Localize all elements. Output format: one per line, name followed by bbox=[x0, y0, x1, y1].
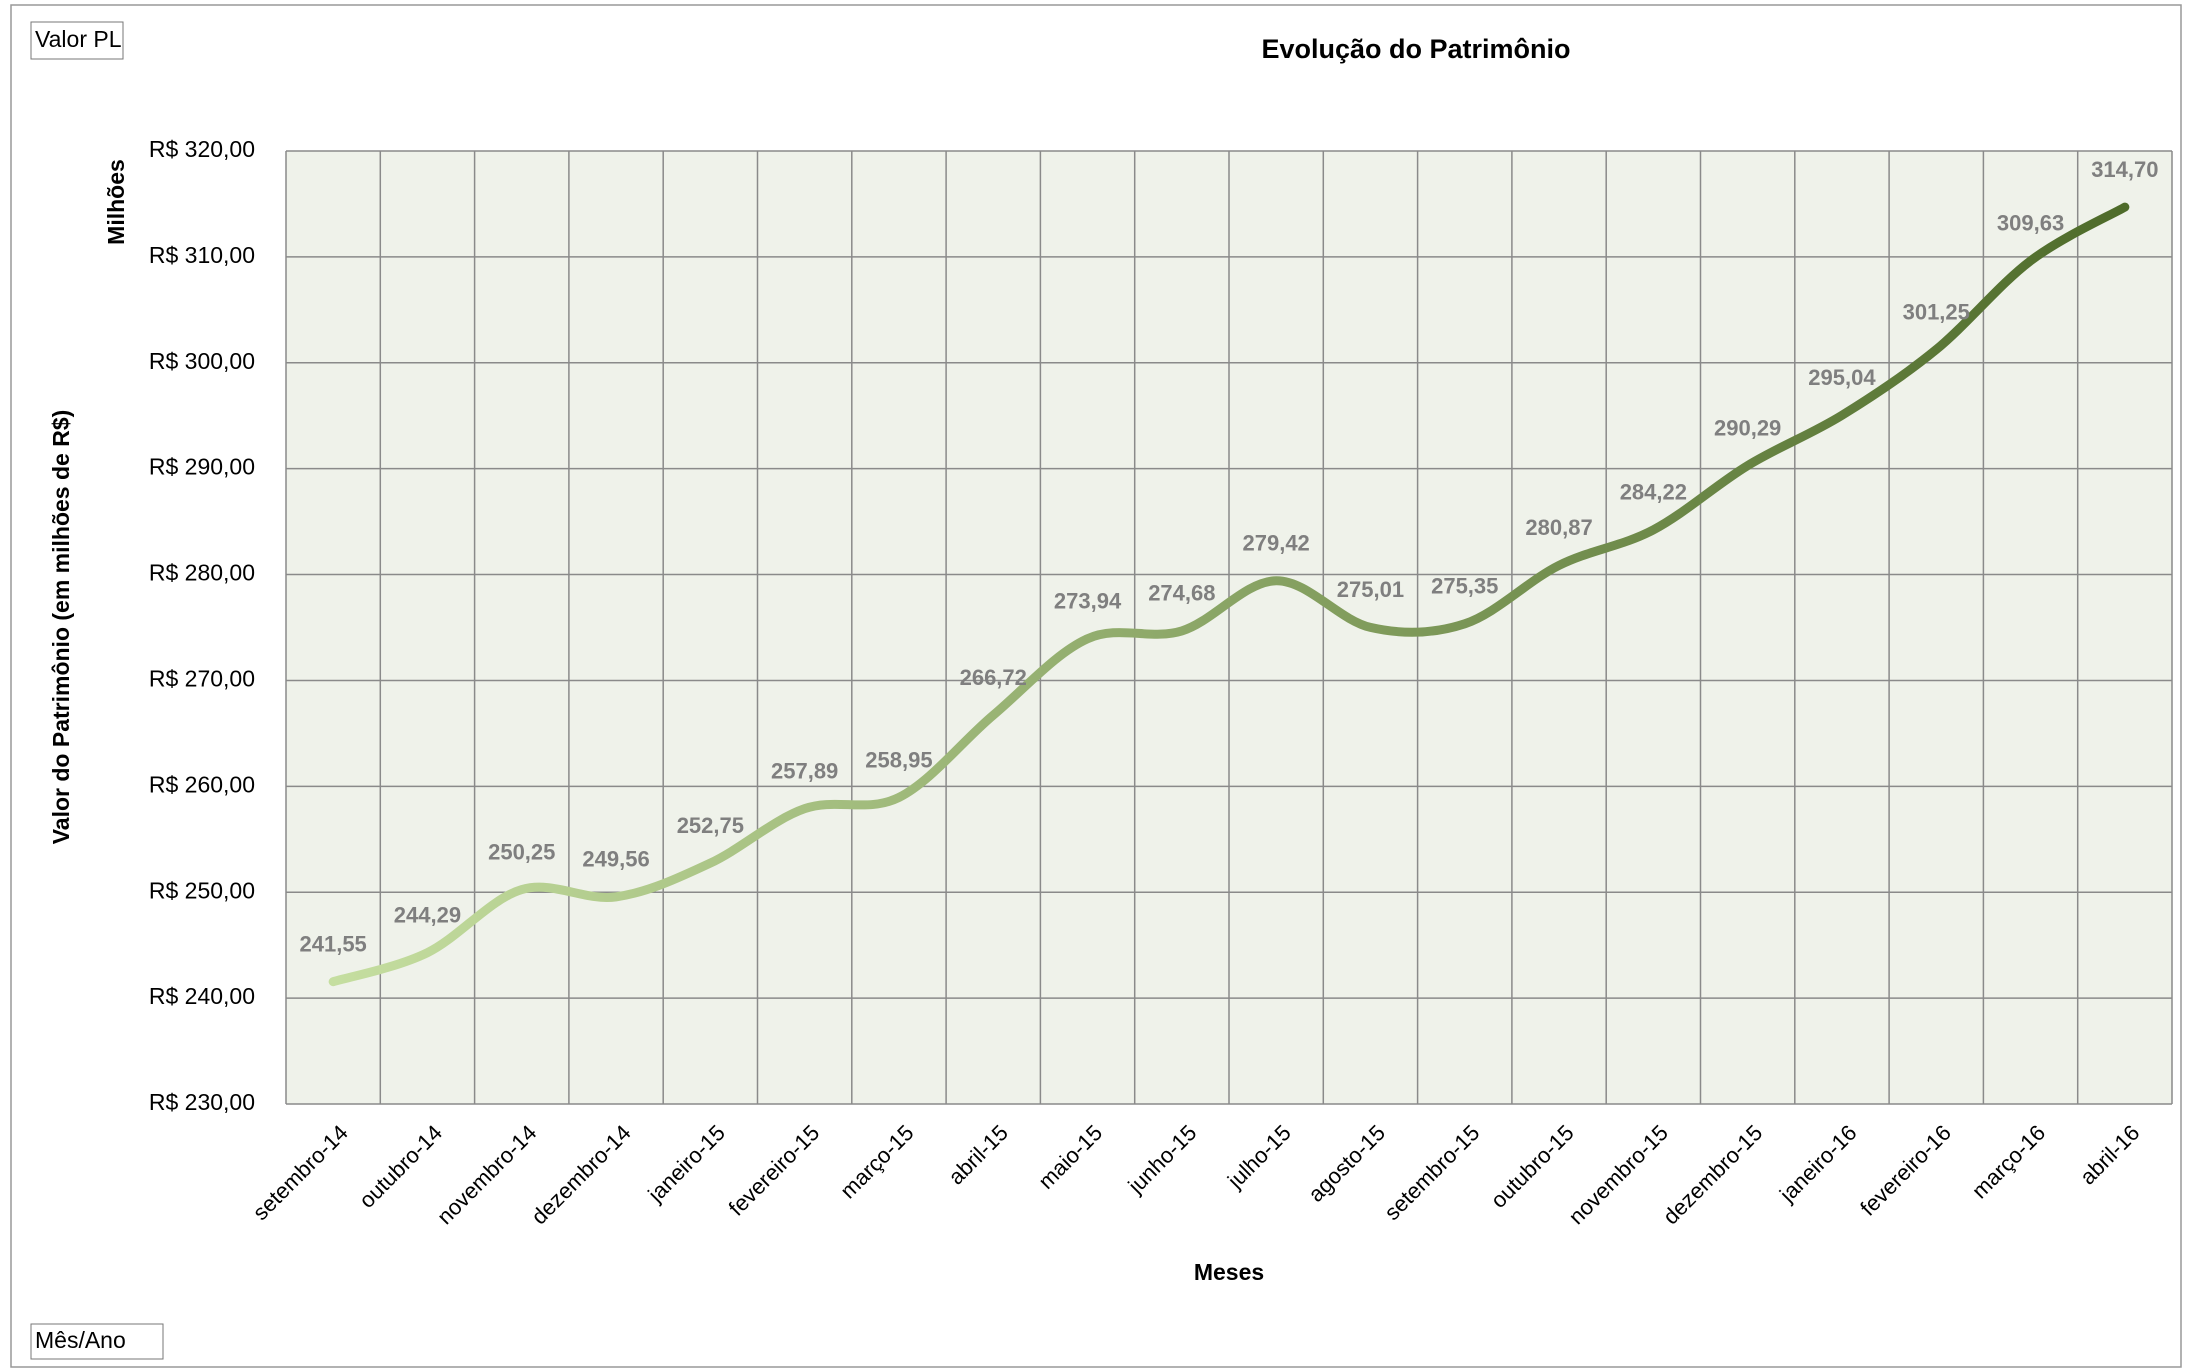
field-box bbox=[30, 21, 124, 60]
data-label: 280,87 bbox=[1525, 515, 1592, 540]
x-tick-label: junho-15 bbox=[1123, 1120, 1202, 1199]
field-label: Mês/Ano bbox=[35, 1327, 126, 1353]
x-tick-label: janeiro-15 bbox=[642, 1120, 730, 1208]
data-label: 258,95 bbox=[865, 747, 932, 772]
y-tick-label: R$ 320,00 bbox=[149, 136, 255, 162]
data-label: 241,55 bbox=[300, 932, 367, 957]
data-label: 244,29 bbox=[394, 902, 461, 927]
field-box bbox=[30, 1323, 164, 1360]
x-tick-label: julho-15 bbox=[1222, 1120, 1296, 1194]
y-tick-label: R$ 270,00 bbox=[149, 666, 255, 692]
data-label: 275,35 bbox=[1431, 574, 1498, 599]
data-label: 309,63 bbox=[1997, 211, 2064, 236]
data-label: 284,22 bbox=[1620, 480, 1687, 505]
x-tick-label: outubro-14 bbox=[354, 1120, 447, 1213]
data-label: 274,68 bbox=[1148, 581, 1215, 606]
data-label: 279,42 bbox=[1243, 531, 1310, 556]
y-tick-label: R$ 240,00 bbox=[149, 983, 255, 1009]
data-label: 314,70 bbox=[2091, 157, 2158, 182]
y-tick-label: R$ 230,00 bbox=[149, 1089, 255, 1115]
x-tick-label: março-16 bbox=[1967, 1120, 2050, 1203]
x-tick-label: novembro-15 bbox=[1564, 1120, 1673, 1229]
x-tick-label: dezembro-14 bbox=[526, 1120, 635, 1229]
y-tick-label: R$ 300,00 bbox=[149, 348, 255, 374]
data-label: 275,01 bbox=[1337, 577, 1404, 602]
y-tick-label: R$ 250,00 bbox=[149, 877, 255, 903]
x-tick-label: novembro-14 bbox=[432, 1120, 541, 1229]
x-tick-label: março-15 bbox=[835, 1120, 918, 1203]
y-axis-title: Valor do Patrimônio (em milhões de R$) bbox=[48, 410, 74, 845]
x-tick-label: abril-16 bbox=[2075, 1120, 2145, 1190]
data-label: 257,89 bbox=[771, 758, 838, 783]
x-axis-title: Meses bbox=[1194, 1259, 1264, 1285]
data-label: 266,72 bbox=[960, 665, 1027, 690]
x-tick-label: setembro-15 bbox=[1379, 1120, 1484, 1225]
x-tick-label: fevereiro-16 bbox=[1855, 1120, 1956, 1221]
y-unit-label: Milhões bbox=[103, 159, 129, 245]
x-tick-label: outubro-15 bbox=[1486, 1120, 1579, 1213]
data-label: 250,25 bbox=[488, 839, 555, 864]
y-tick-label: R$ 260,00 bbox=[149, 771, 255, 797]
x-tick-label: setembro-14 bbox=[248, 1120, 353, 1225]
x-tick-label: abril-15 bbox=[943, 1120, 1013, 1190]
data-label: 252,75 bbox=[677, 813, 744, 838]
x-tick-label: janeiro-16 bbox=[1774, 1120, 1862, 1208]
data-label: 249,56 bbox=[582, 847, 649, 872]
data-label: 301,25 bbox=[1903, 299, 1970, 324]
x-tick-label: fevereiro-15 bbox=[724, 1120, 825, 1221]
x-tick-label: dezembro-15 bbox=[1658, 1120, 1767, 1229]
field-label: Valor PL bbox=[35, 26, 122, 52]
x-tick-label: agosto-15 bbox=[1303, 1120, 1390, 1207]
y-tick-label: R$ 290,00 bbox=[149, 454, 255, 480]
chart-title: Evolução do Patrimônio bbox=[1261, 34, 1570, 64]
line bbox=[328, 202, 2130, 987]
data-label: 273,94 bbox=[1054, 589, 1122, 614]
data-label: 295,04 bbox=[1808, 365, 1876, 390]
y-tick-label: R$ 310,00 bbox=[149, 242, 255, 268]
x-tick-label: maio-15 bbox=[1033, 1120, 1107, 1194]
y-tick-label: R$ 280,00 bbox=[149, 560, 255, 586]
data-label: 290,29 bbox=[1714, 415, 1781, 440]
chart-border bbox=[10, 4, 2182, 1368]
